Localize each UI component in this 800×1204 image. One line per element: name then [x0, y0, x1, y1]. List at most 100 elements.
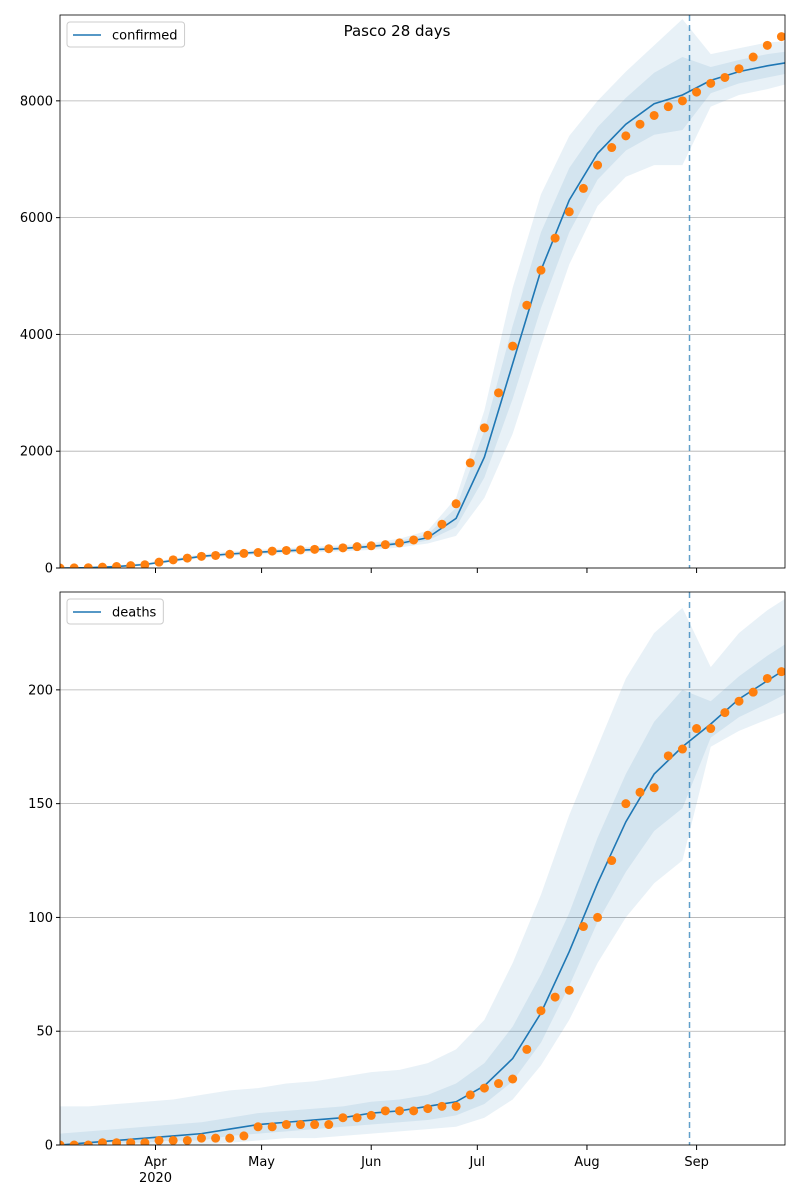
data-point — [225, 549, 235, 559]
data-point — [69, 563, 79, 568]
data-point — [253, 548, 263, 558]
data-point — [748, 52, 758, 62]
y-tick-label: 2000 — [20, 445, 53, 460]
data-point — [409, 1106, 419, 1116]
data-point — [621, 131, 631, 141]
data-point — [550, 233, 560, 243]
data-point — [83, 1140, 93, 1145]
data-point — [762, 673, 772, 683]
data-point — [310, 544, 320, 554]
x-tick-label: Sep — [684, 1155, 709, 1170]
data-point — [211, 1133, 221, 1143]
data-point — [522, 300, 532, 310]
data-point — [60, 1140, 65, 1145]
axes-frame — [59, 591, 786, 1146]
data-point — [409, 535, 419, 545]
data-point — [380, 540, 390, 550]
data-point — [338, 543, 348, 553]
data-point — [762, 40, 772, 50]
data-point — [182, 1135, 192, 1145]
data-point — [324, 1120, 334, 1130]
data-point — [225, 1133, 235, 1143]
y-tick-label: 100 — [28, 911, 53, 926]
data-point — [211, 550, 221, 560]
data-point — [168, 555, 178, 565]
data-point — [437, 519, 447, 529]
data-point — [508, 341, 518, 351]
data-point — [621, 799, 631, 809]
data-point — [465, 458, 475, 468]
data-point — [267, 546, 277, 556]
data-point — [465, 1090, 475, 1100]
data-point — [295, 545, 305, 555]
axes-frame — [59, 14, 786, 569]
data-point — [550, 992, 560, 1002]
legend: deaths — [66, 598, 164, 625]
legend: confirmed — [66, 21, 186, 48]
data-point — [295, 1120, 305, 1130]
data-point — [564, 985, 574, 995]
data-point — [593, 160, 603, 170]
x-tick-label: Apr 2020 — [139, 1155, 172, 1186]
data-point — [649, 110, 659, 120]
data-point — [635, 119, 645, 129]
data-point — [677, 744, 687, 754]
data-point — [395, 538, 405, 548]
data-point — [423, 530, 433, 540]
data-point — [60, 563, 65, 568]
data-point — [776, 32, 785, 42]
data-point — [663, 751, 673, 761]
data-point — [366, 1110, 376, 1120]
plot-area — [60, 598, 785, 1145]
data-point — [69, 1140, 79, 1145]
data-point — [677, 96, 687, 106]
data-point — [253, 1122, 263, 1132]
legend-label: confirmed — [112, 29, 178, 44]
y-tick-label: 0 — [45, 1139, 53, 1154]
y-tick-label: 6000 — [20, 211, 53, 226]
y-tick-label: 200 — [28, 683, 53, 698]
data-point — [140, 560, 150, 568]
data-point — [649, 783, 659, 793]
data-point — [352, 542, 362, 552]
data-point — [239, 1131, 249, 1141]
data-point — [112, 562, 122, 568]
data-point — [310, 1120, 320, 1130]
data-point — [451, 1101, 461, 1111]
data-point — [494, 1079, 504, 1089]
data-point — [607, 856, 617, 866]
x-tick-label: Jul — [468, 1155, 485, 1170]
x-tick-label: May — [248, 1155, 275, 1170]
data-point — [692, 87, 702, 97]
data-point — [692, 724, 702, 734]
data-point — [734, 696, 744, 706]
data-point — [663, 102, 673, 112]
y-tick-label: 150 — [28, 797, 53, 812]
data-point — [564, 207, 574, 217]
data-point — [239, 548, 249, 558]
data-point — [578, 183, 588, 193]
data-point — [196, 551, 206, 561]
band — [60, 19, 785, 568]
data-point — [776, 667, 785, 677]
data-point — [748, 687, 758, 697]
y-tick-label: 8000 — [20, 94, 53, 109]
data-point — [395, 1106, 405, 1116]
x-tick-label: Aug — [574, 1155, 599, 1170]
data-point — [126, 1138, 136, 1145]
legend-box — [66, 21, 186, 48]
chart-title: Pasco 28 days — [344, 22, 451, 40]
data-point — [83, 563, 93, 568]
legend-label: deaths — [112, 606, 157, 621]
data-point — [536, 1006, 546, 1016]
data-point — [734, 64, 744, 74]
data-point — [607, 143, 617, 153]
data-point — [536, 265, 546, 275]
data-point — [380, 1106, 390, 1116]
data-point — [437, 1101, 447, 1111]
data-point — [267, 1122, 277, 1132]
x-tick-label: Jun — [360, 1155, 381, 1170]
data-point — [97, 1138, 107, 1145]
data-point — [578, 922, 588, 932]
